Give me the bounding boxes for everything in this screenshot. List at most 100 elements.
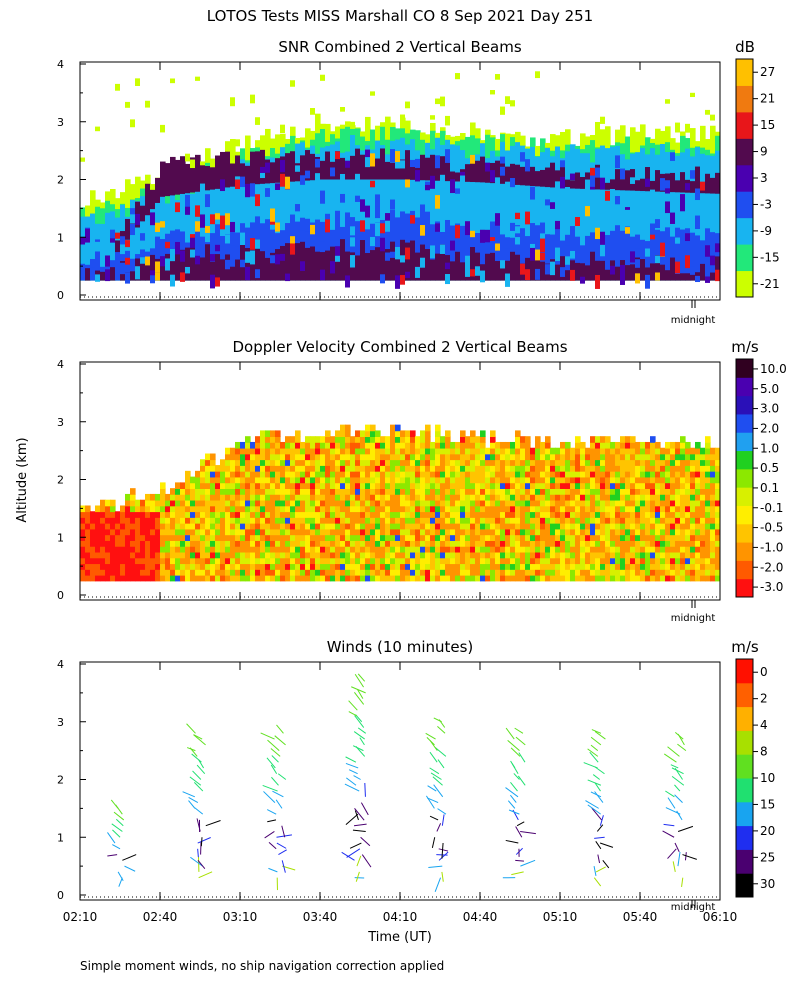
snr-cell bbox=[640, 178, 646, 192]
doppler-cell bbox=[305, 551, 311, 559]
snr-cell bbox=[125, 101, 130, 108]
doppler-cell bbox=[675, 505, 681, 513]
snr-cell bbox=[340, 184, 345, 198]
doppler-cell bbox=[345, 436, 351, 443]
doppler-cell bbox=[715, 470, 720, 478]
snr-cell bbox=[305, 218, 310, 232]
doppler-cell bbox=[410, 540, 416, 547]
snr-cell bbox=[285, 159, 291, 281]
wind-barb bbox=[188, 800, 196, 809]
doppler-cell bbox=[630, 557, 636, 565]
doppler-cell bbox=[300, 459, 306, 466]
doppler-cell bbox=[220, 459, 226, 466]
doppler-cell bbox=[195, 470, 201, 478]
doppler-cell bbox=[460, 545, 466, 553]
doppler-cell bbox=[165, 499, 171, 507]
doppler-cell bbox=[340, 563, 346, 570]
doppler-cell bbox=[420, 511, 426, 518]
snr-cell bbox=[355, 221, 361, 281]
doppler-cell bbox=[660, 453, 666, 461]
doppler-cell bbox=[575, 551, 581, 559]
doppler-cell bbox=[505, 447, 511, 455]
doppler-cell bbox=[120, 517, 126, 524]
doppler-cell bbox=[105, 511, 111, 518]
doppler-cell bbox=[325, 459, 331, 466]
doppler-cell bbox=[225, 447, 231, 455]
doppler-cell bbox=[420, 569, 426, 576]
wind-barb bbox=[354, 808, 365, 821]
snr-cell bbox=[175, 241, 180, 255]
doppler-cell bbox=[165, 493, 171, 501]
doppler-cell bbox=[435, 459, 441, 466]
doppler-cell bbox=[710, 534, 716, 541]
snr-cell bbox=[335, 151, 340, 160]
snr-cell bbox=[165, 258, 170, 271]
doppler-cell bbox=[700, 540, 706, 547]
doppler-cell bbox=[260, 459, 266, 466]
doppler-cell bbox=[630, 493, 636, 501]
doppler-cell bbox=[305, 499, 311, 507]
doppler-cell bbox=[500, 470, 506, 478]
snr-cell bbox=[365, 167, 371, 180]
wind-barb bbox=[593, 877, 602, 887]
doppler-cell bbox=[195, 534, 201, 541]
doppler-cell bbox=[585, 545, 591, 553]
doppler-cell bbox=[190, 482, 196, 489]
doppler-cell bbox=[445, 430, 451, 438]
snr-cell bbox=[390, 162, 396, 180]
wind-barb bbox=[124, 865, 136, 872]
doppler-cell bbox=[480, 482, 486, 489]
doppler-cell bbox=[675, 470, 681, 478]
doppler-cell bbox=[670, 482, 676, 489]
doppler-cell bbox=[185, 551, 191, 559]
doppler-cell bbox=[135, 522, 141, 530]
doppler-cell bbox=[295, 493, 301, 501]
doppler-cell bbox=[240, 534, 246, 541]
doppler-cell bbox=[530, 476, 536, 484]
doppler-cell bbox=[210, 522, 216, 530]
wind-barb bbox=[441, 814, 445, 826]
doppler-cell bbox=[610, 511, 616, 518]
doppler-cell bbox=[585, 465, 591, 472]
doppler-cell bbox=[605, 511, 611, 518]
doppler-cell bbox=[700, 470, 706, 478]
snr-cell bbox=[710, 272, 716, 281]
doppler-cell bbox=[105, 534, 111, 541]
doppler-cell bbox=[285, 441, 291, 449]
doppler-cell bbox=[325, 465, 331, 472]
doppler-cell bbox=[390, 534, 396, 541]
snr-cell bbox=[340, 239, 346, 281]
doppler-cell bbox=[115, 528, 121, 536]
snr-cell bbox=[530, 166, 536, 186]
doppler-cell bbox=[635, 545, 641, 553]
doppler-cell bbox=[540, 493, 546, 501]
doppler-cell bbox=[280, 447, 286, 455]
snr-cell bbox=[105, 269, 110, 282]
doppler-cell bbox=[260, 453, 266, 461]
doppler-cell bbox=[480, 430, 486, 438]
doppler-cell bbox=[475, 470, 481, 478]
doppler-cell bbox=[255, 499, 261, 507]
doppler-cell bbox=[625, 459, 631, 466]
y-tick-label: 1 bbox=[57, 831, 64, 844]
doppler-cell bbox=[490, 540, 496, 547]
doppler-cell bbox=[620, 557, 626, 565]
doppler-cell bbox=[705, 453, 711, 461]
doppler-cell bbox=[510, 551, 516, 559]
doppler-cell bbox=[635, 574, 641, 582]
doppler-cell bbox=[405, 534, 411, 541]
snr-cell bbox=[300, 155, 306, 181]
snr-cell bbox=[95, 251, 101, 281]
doppler-cell bbox=[680, 534, 686, 541]
doppler-cell bbox=[575, 499, 581, 507]
snr-cell bbox=[310, 211, 315, 223]
doppler-cell bbox=[715, 447, 720, 455]
doppler-cell bbox=[385, 482, 391, 489]
doppler-cell bbox=[365, 574, 371, 582]
doppler-cell bbox=[600, 476, 606, 484]
doppler-cell bbox=[505, 540, 511, 547]
doppler-cell bbox=[465, 470, 471, 478]
doppler-cell bbox=[505, 488, 511, 495]
doppler-cell bbox=[715, 517, 720, 524]
wind-barb bbox=[513, 773, 520, 780]
